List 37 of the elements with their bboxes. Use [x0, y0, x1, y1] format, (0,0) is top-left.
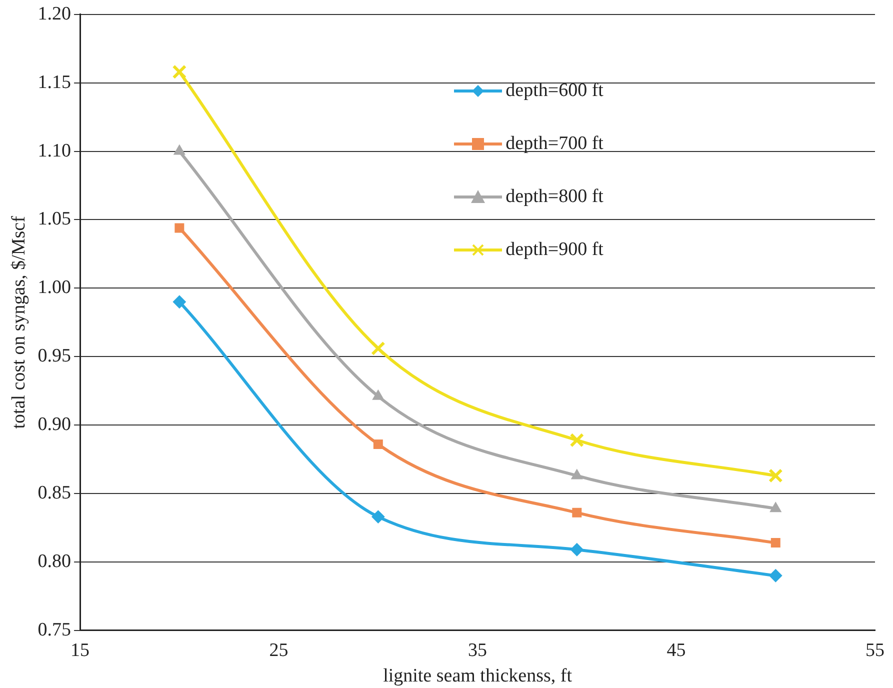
x-tick-label: 55	[866, 640, 884, 661]
y-tick-label: 0.95	[38, 346, 72, 367]
y-axis-title: total cost on syngas, $/Mscf	[8, 215, 30, 429]
x-tick-label: 45	[666, 640, 686, 661]
legend-label: depth=600 ft	[506, 80, 604, 102]
legend-label: depth=900 ft	[506, 238, 604, 261]
point	[768, 468, 783, 483]
point	[570, 543, 584, 556]
y-tick-label: 1.10	[38, 140, 72, 162]
y-tick-label: 1.00	[38, 277, 72, 298]
point	[571, 469, 583, 480]
point	[372, 510, 385, 524]
y-tick-label: 0.75	[38, 619, 72, 640]
legend-label: depth=800 ft	[506, 186, 604, 208]
legend-label: depth=700 ft	[506, 132, 604, 155]
y-tick-label: 0.80	[38, 550, 72, 572]
point	[172, 295, 186, 308]
point	[372, 390, 384, 400]
y-tick-label: 0.85	[38, 482, 72, 504]
y-tick-label: 1.20	[38, 3, 72, 24]
x-axis-title: lignite seam thickenss, ft	[383, 666, 573, 687]
point	[373, 439, 383, 449]
x-tick-label: 25	[269, 640, 288, 661]
point	[770, 538, 780, 548]
point	[174, 144, 186, 155]
point	[174, 223, 184, 233]
x-tick-label: 15	[70, 640, 90, 661]
y-tick-label: 1.15	[38, 72, 72, 93]
point	[769, 569, 782, 582]
point	[371, 341, 386, 356]
x-tick-label: 35	[468, 640, 488, 661]
point	[172, 64, 187, 80]
point	[572, 508, 582, 518]
y-tick-label: 1.05	[38, 208, 72, 230]
point	[570, 432, 584, 448]
y-tick-label: 0.90	[38, 414, 72, 436]
point	[770, 502, 782, 512]
